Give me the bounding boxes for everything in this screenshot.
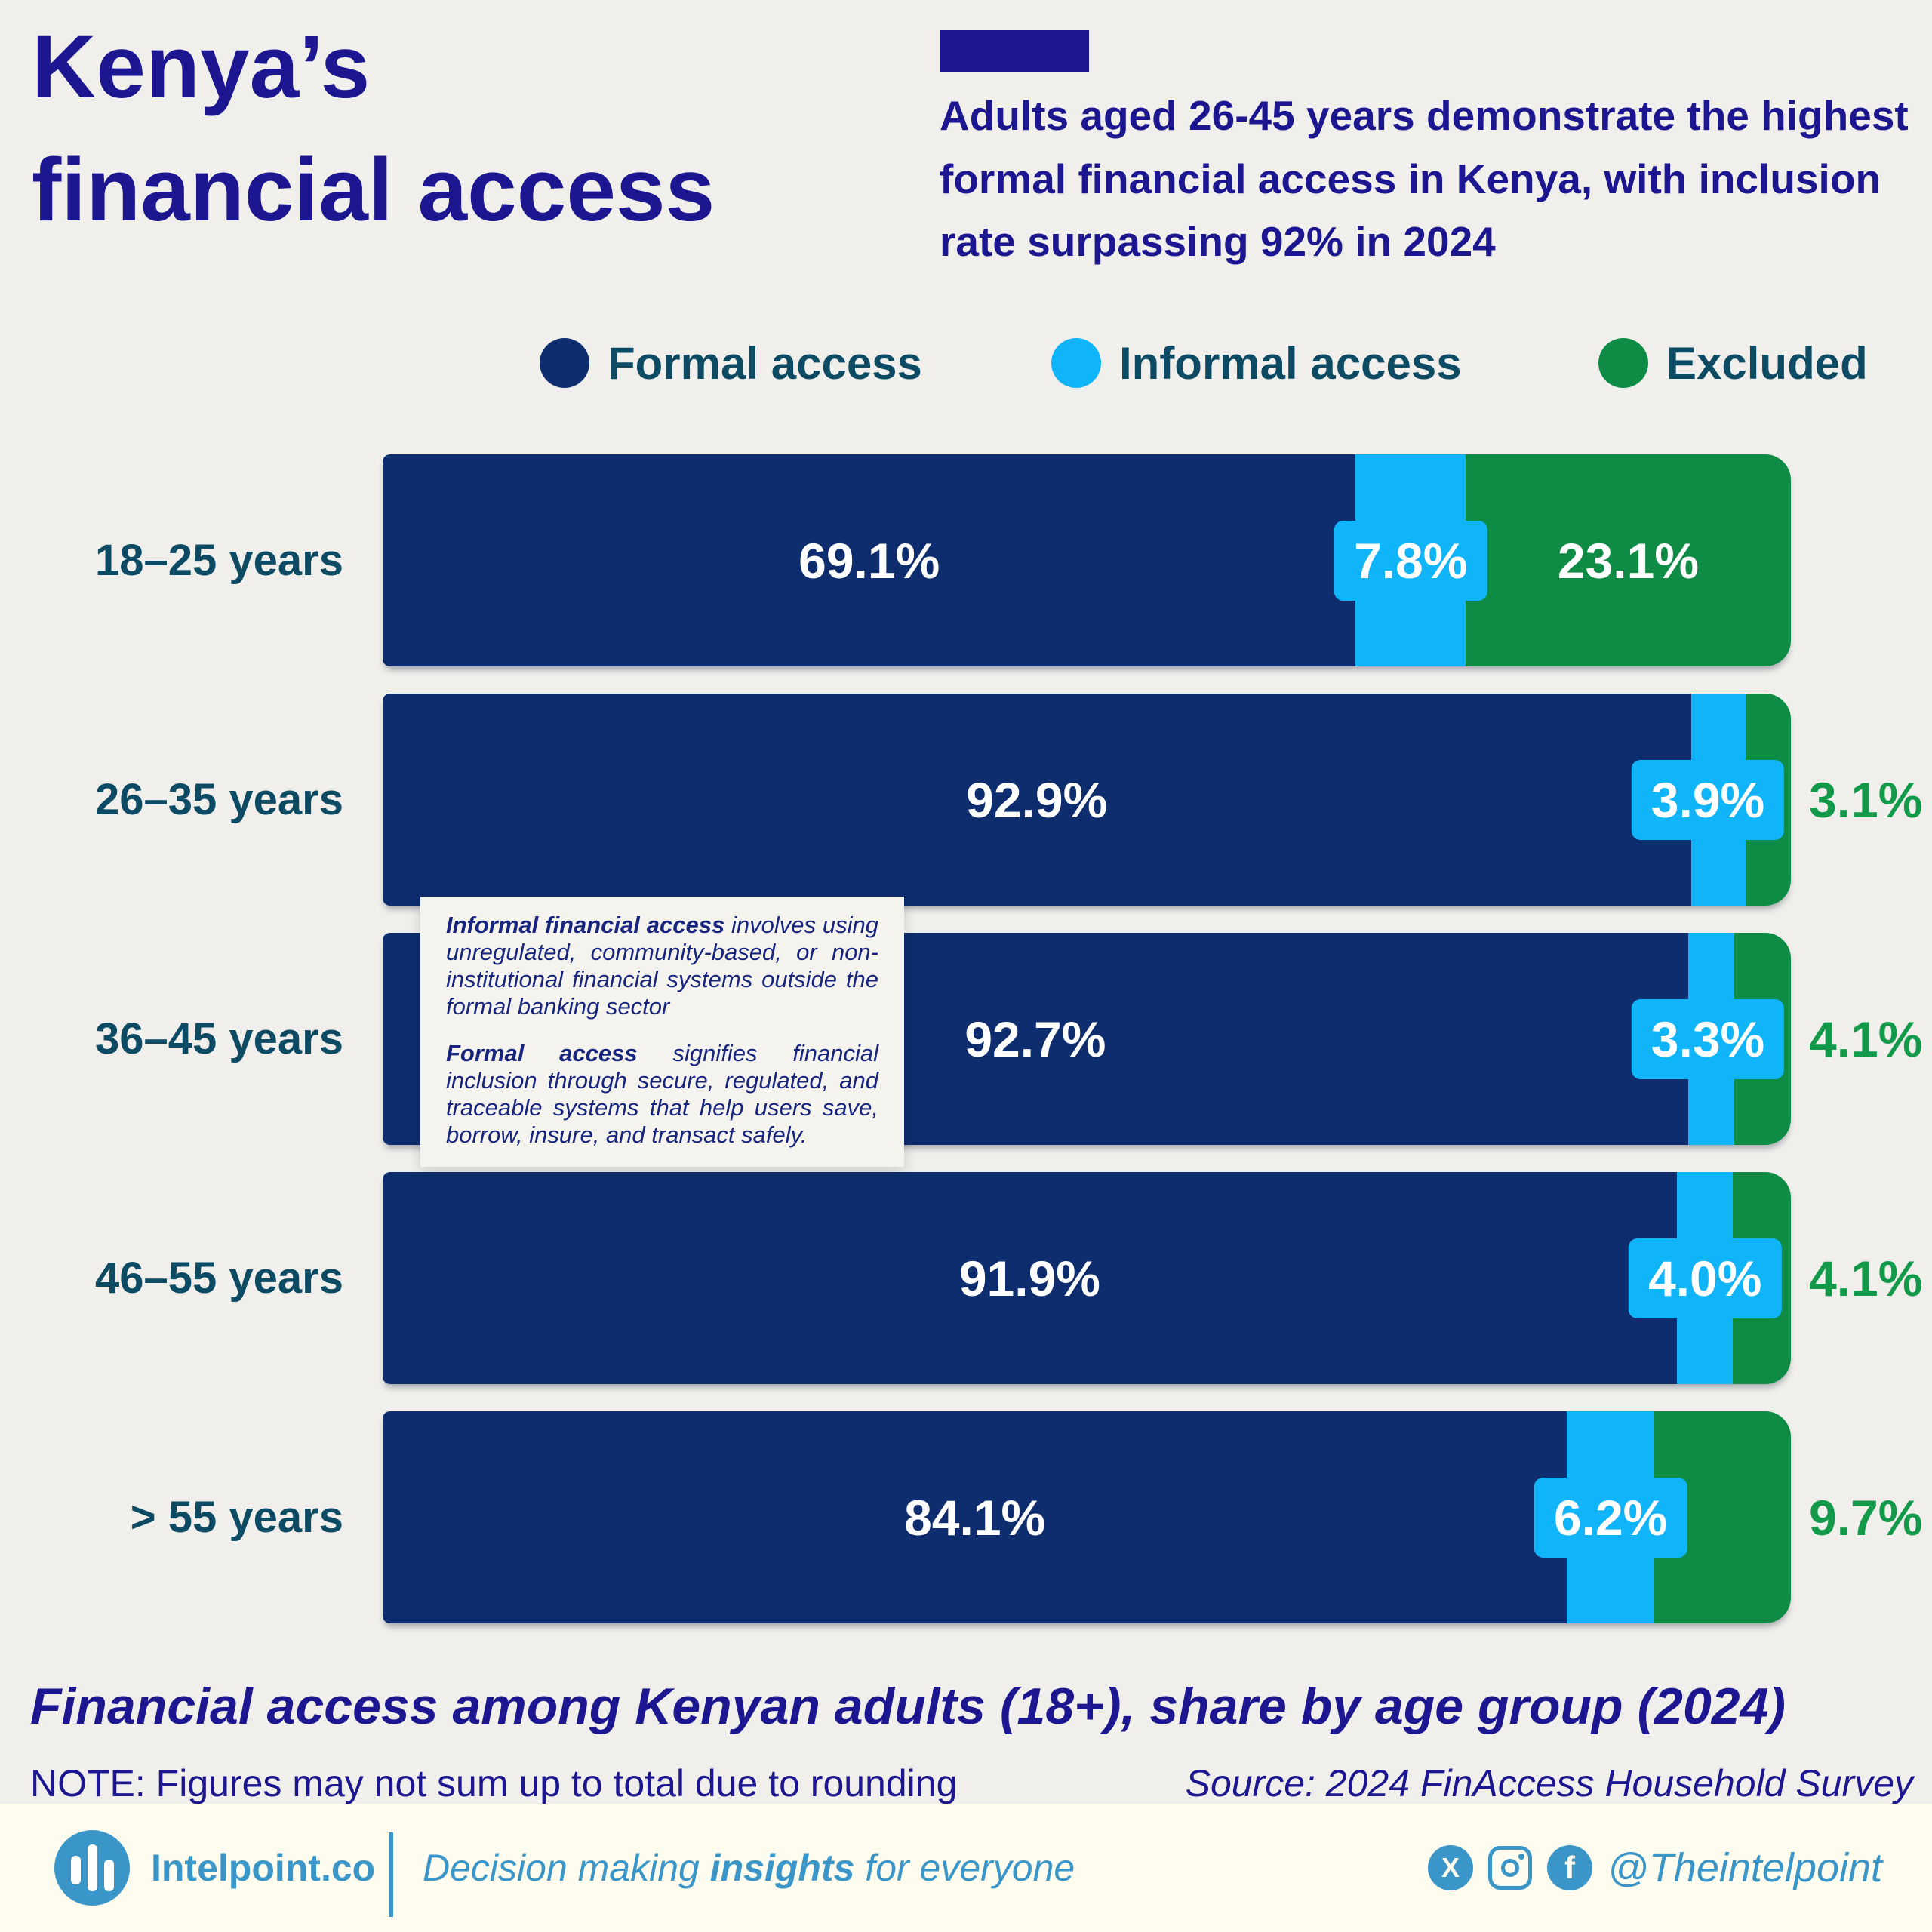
stacked-bar: 92.9% 3.9% [383, 694, 1791, 906]
age-group-row: 36–45 years 92.7% 3.3% 4.1% [0, 933, 1932, 1145]
instagram-lens [1501, 1859, 1519, 1877]
segment-excluded: 23.1% [1465, 454, 1791, 666]
informal-value-label: 3.3% [1651, 1011, 1765, 1067]
legend-dot-informal [1051, 338, 1101, 388]
definitions-tooltip: Informal financial access involves using… [420, 897, 904, 1167]
segment-formal: 84.1% [383, 1411, 1567, 1623]
excluded-value-label-outside: 9.7% [1809, 1489, 1923, 1546]
tagline-bold: insights [709, 1847, 855, 1889]
header-insight-text: Adults aged 26-45 years demonstrate the … [940, 92, 1909, 266]
age-group-label: > 55 years [130, 1493, 343, 1542]
facebook-icon[interactable]: f [1547, 1845, 1592, 1890]
legend-label-formal: Formal access [608, 337, 922, 389]
logo-bar-1 [70, 1856, 81, 1884]
legend-label-excluded: Excluded [1666, 337, 1868, 389]
excluded-value-label-outside: 4.1% [1809, 1011, 1923, 1067]
tooltip-lead-formal: Formal access [446, 1039, 638, 1066]
segment-formal: 69.1% [383, 454, 1356, 666]
tagline-prefix: Decision making [423, 1847, 710, 1889]
legend-label-informal: Informal access [1119, 337, 1462, 389]
logo-bar-3 [103, 1860, 114, 1891]
title-line-1: Kenya’s [32, 17, 371, 117]
source-credit: Source: 2024 FinAccess Household Survey [1185, 1762, 1913, 1804]
tooltip-text-informal: involves using unregulated, community-ba… [446, 912, 878, 1020]
age-group-label: 18–25 years [95, 536, 343, 585]
informal-value-badge: 6.2% [1534, 1477, 1687, 1558]
social-handle[interactable]: @Theintelpoint [1607, 1845, 1883, 1890]
age-group-row: > 55 years 84.1% 6.2% 9.7% [0, 1411, 1932, 1623]
instagram-icon[interactable] [1488, 1846, 1532, 1890]
tooltip-text-formal: signifies financial inclusion through se… [446, 1039, 878, 1148]
bar-chart-logo-icon [54, 1830, 130, 1906]
rounding-note: NOTE: Figures may not sum up to total du… [30, 1762, 958, 1804]
informal-value-label: 3.9% [1651, 771, 1765, 828]
informal-value-badge: 4.0% [1628, 1238, 1782, 1318]
age-group-label: 36–45 years [95, 1014, 343, 1063]
legend-item-informal: Informal access [1051, 337, 1462, 389]
age-group-row: 26–35 years 92.9% 3.9% 3.1% [0, 694, 1932, 906]
brand-name: Intelpoint.co [151, 1847, 376, 1889]
legend-dot-excluded [1598, 338, 1648, 388]
logo-bar-2 [87, 1844, 97, 1891]
stacked-bar: 84.1% 6.2% [383, 1411, 1791, 1623]
informal-value-label: 6.2% [1553, 1489, 1668, 1546]
legend-item-excluded: Excluded [1598, 337, 1868, 389]
footer-bar: Intelpoint.co Decision making insights f… [0, 1804, 1932, 1932]
excluded-value-label-outside: 3.1% [1809, 771, 1923, 828]
excluded-value-label: 23.1% [1557, 532, 1700, 589]
tooltip-paragraph-formal: Formal access signifies financial inclus… [446, 1040, 878, 1149]
informal-value-label: 7.8% [1353, 532, 1468, 589]
footer-divider [389, 1832, 393, 1917]
tooltip-paragraph-informal: Informal financial access involves using… [446, 912, 878, 1020]
x-icon[interactable]: X [1428, 1845, 1473, 1890]
legend-item-formal: Formal access [540, 337, 922, 389]
age-group-row: 18–25 years 69.1% 23.1% 7.8% [0, 454, 1932, 666]
excluded-value-label-outside: 4.1% [1809, 1250, 1923, 1306]
segment-formal: 92.9% [383, 694, 1691, 906]
informal-value-badge: 7.8% [1334, 520, 1487, 601]
legend-dot-formal [540, 338, 589, 388]
tagline-suffix: for everyone [854, 1847, 1075, 1889]
title-line-2: financial access [32, 140, 715, 240]
age-group-label: 26–35 years [95, 775, 343, 824]
informal-value-label: 4.0% [1647, 1250, 1762, 1306]
page-title: Kenya’s financial access [32, 6, 715, 252]
tooltip-lead-informal: Informal financial access [446, 912, 725, 938]
header-accent-bar [940, 30, 1089, 72]
informal-value-badge: 3.9% [1631, 759, 1785, 840]
age-group-label: 46–55 years [95, 1254, 343, 1303]
formal-value-label: 91.9% [958, 1250, 1100, 1306]
instagram-dot [1518, 1854, 1524, 1860]
chart-caption: Financial access among Kenyan adults (18… [30, 1678, 1786, 1735]
segment-formal: 91.9% [383, 1172, 1677, 1384]
footer-tagline: Decision making insights for everyone [423, 1804, 1075, 1932]
stacked-bar: 69.1% 23.1% 7.8% [383, 454, 1791, 666]
formal-value-label: 84.1% [904, 1489, 1046, 1546]
age-group-row: 46–55 years 91.9% 4.0% 4.1% [0, 1172, 1932, 1384]
stacked-bar: 91.9% 4.0% [383, 1172, 1791, 1384]
formal-value-label: 92.9% [966, 771, 1108, 828]
formal-value-label: 69.1% [798, 532, 940, 589]
formal-value-label: 92.7% [964, 1011, 1106, 1067]
informal-value-badge: 3.3% [1631, 998, 1785, 1079]
